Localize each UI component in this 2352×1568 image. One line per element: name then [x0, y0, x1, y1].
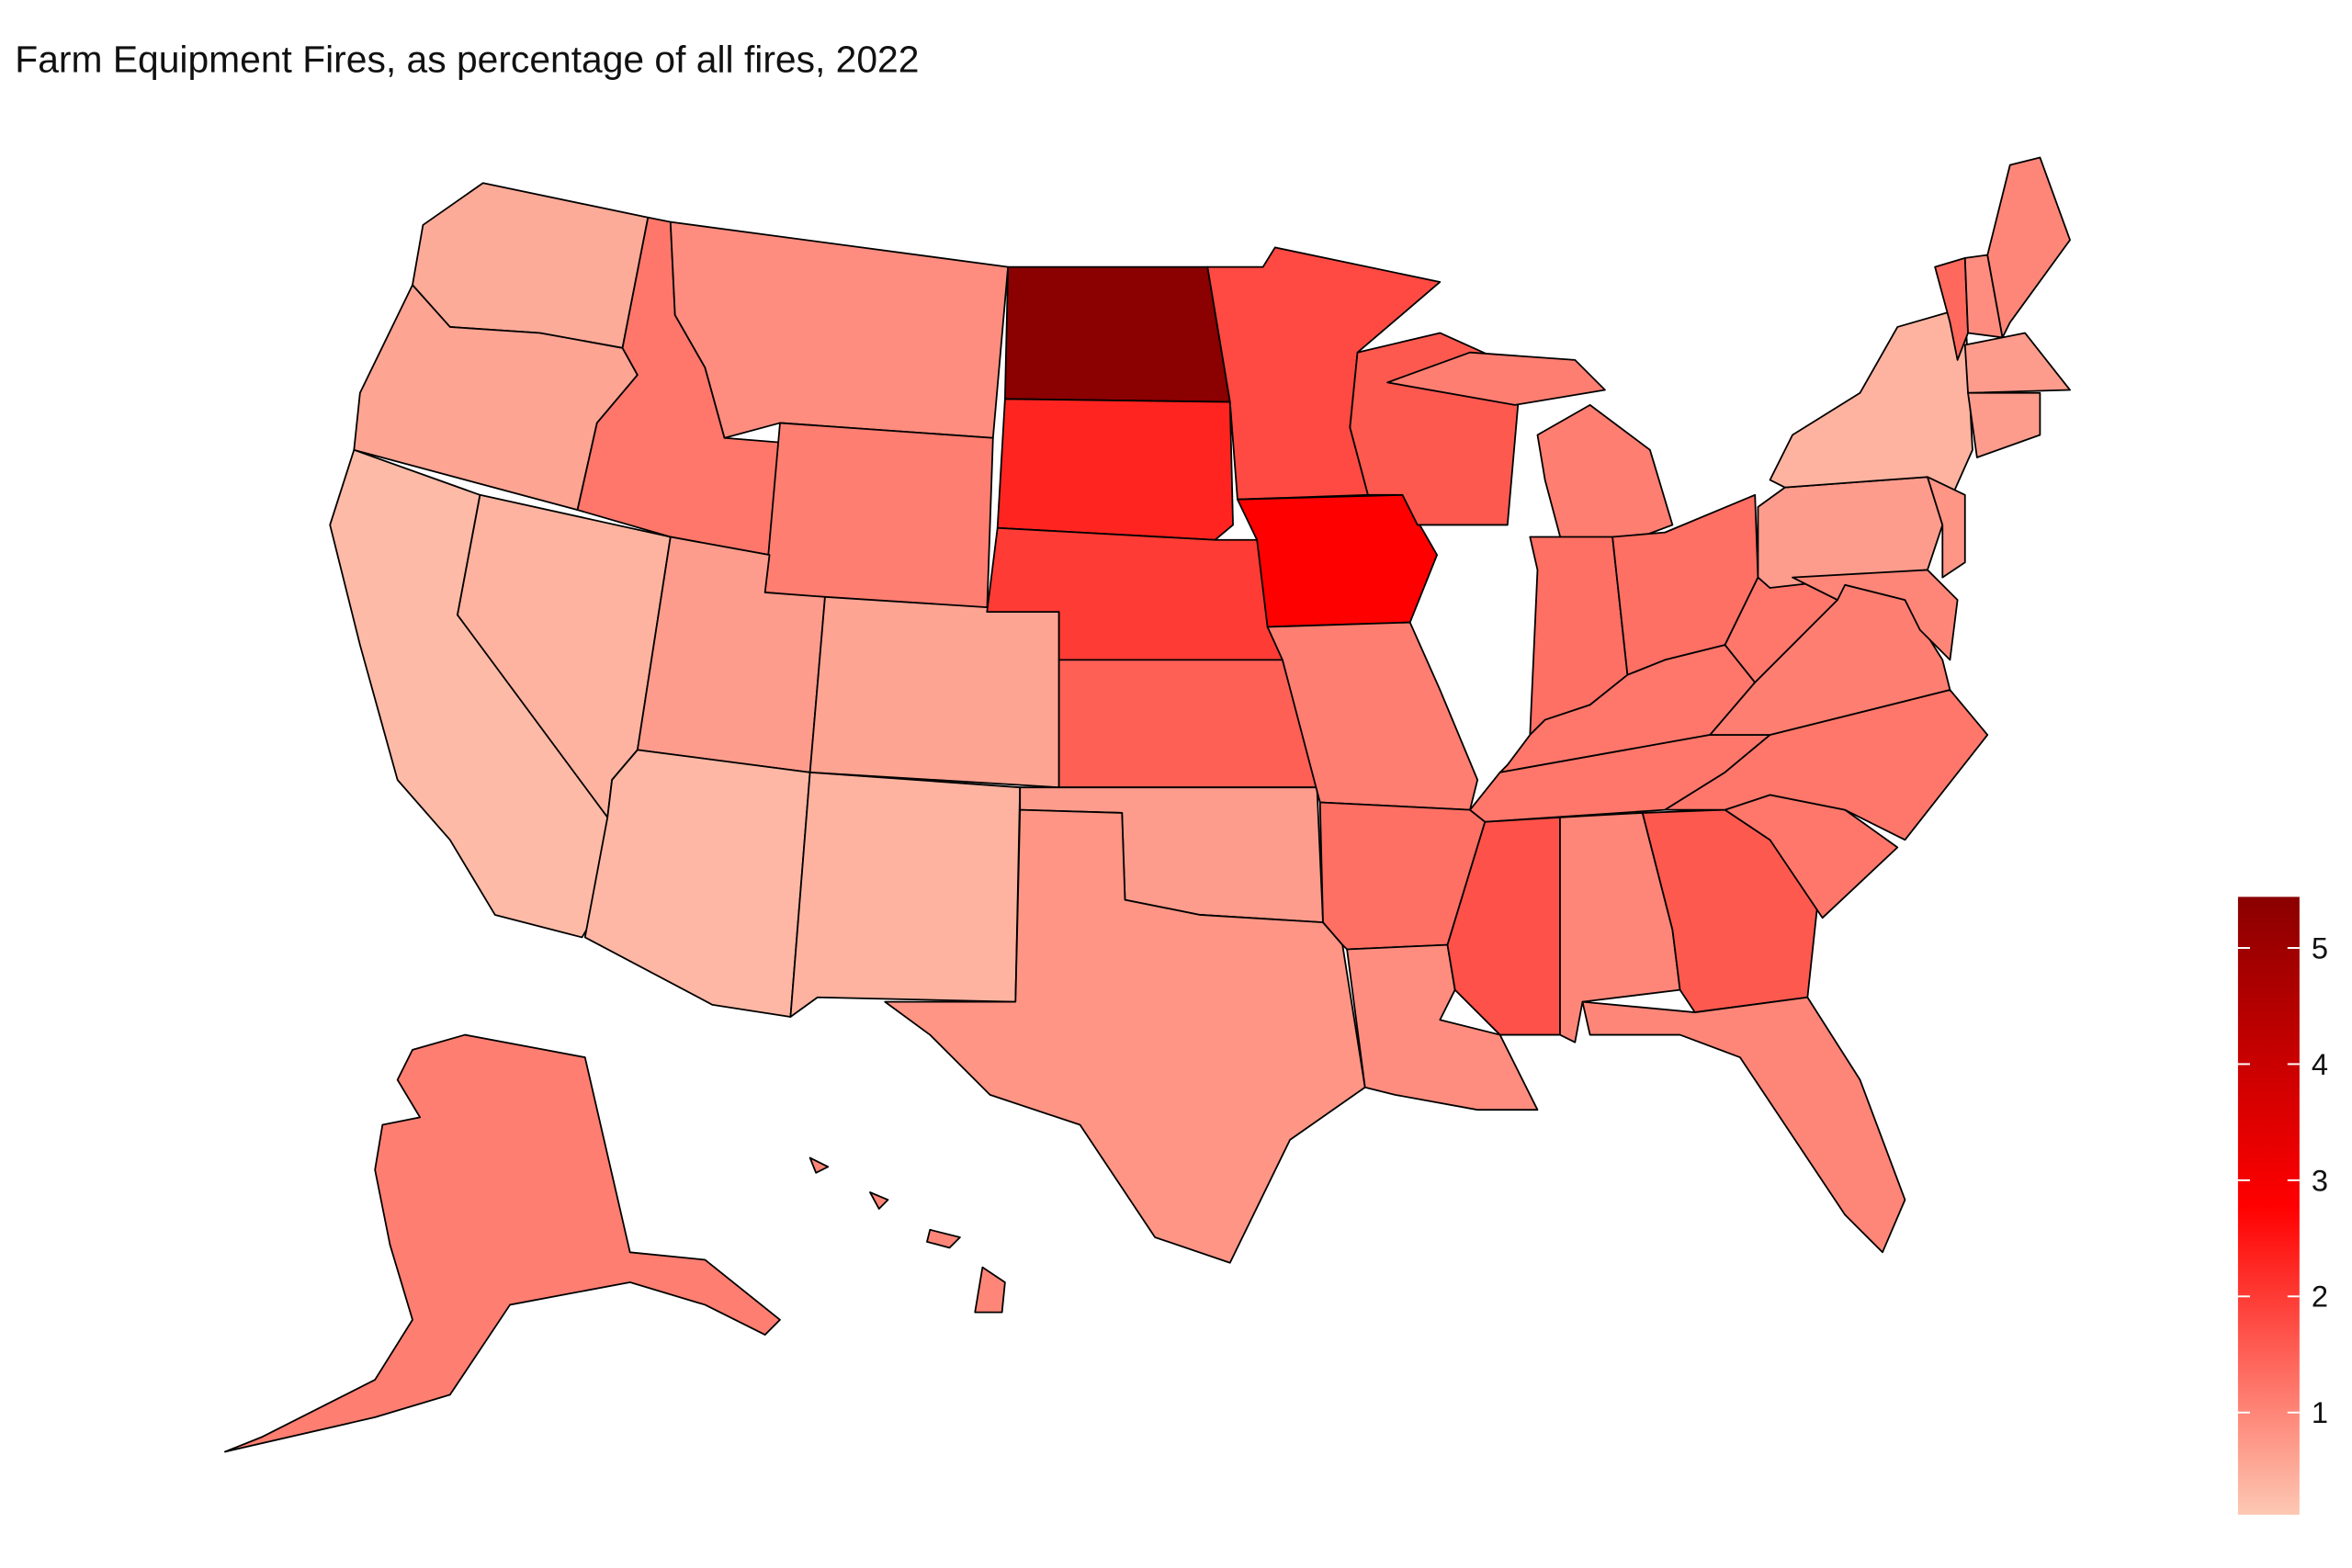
region [763, 422, 994, 614]
region [1967, 391, 2041, 458]
colorbar-ticks: 1 2 3 4 5 [2237, 931, 2328, 1429]
region [1934, 256, 1969, 361]
region [808, 1156, 1006, 1314]
colorbar-tick-label: 5 [2312, 931, 2328, 964]
map [224, 156, 2071, 1453]
region [808, 595, 1060, 789]
region [669, 220, 1010, 439]
colorbar-tick-label: 4 [2312, 1047, 2328, 1081]
region [224, 1033, 781, 1453]
region [583, 749, 811, 1018]
region [1792, 569, 1959, 661]
colorbar-tick-label: 3 [2312, 1163, 2328, 1197]
region [1986, 156, 2071, 339]
region [1237, 493, 1438, 628]
region [1057, 659, 1318, 789]
chart-title: Farm Equipment Fires, as percentage of a… [15, 38, 919, 80]
region [1003, 265, 1231, 403]
region [1266, 621, 1479, 811]
region [1581, 996, 1906, 1254]
region [996, 398, 1234, 541]
colorbar-tick-label: 2 [2312, 1280, 2328, 1314]
region [412, 182, 650, 349]
region [1664, 689, 1989, 841]
colorbar [2237, 897, 2300, 1516]
colorbar-tick-label: 1 [2312, 1395, 2328, 1429]
region [884, 808, 1366, 1264]
region [1963, 332, 2071, 394]
region [1927, 476, 1966, 579]
region [789, 771, 1022, 1018]
